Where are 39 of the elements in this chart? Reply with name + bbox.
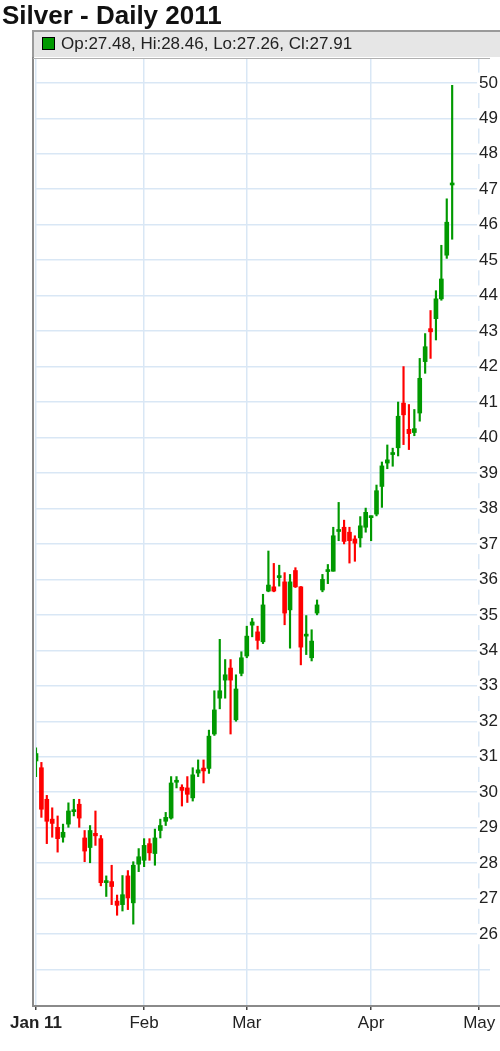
y-tick-label: 50	[479, 72, 498, 92]
x-tick-label: May	[463, 1012, 496, 1032]
y-tick-label: 36	[479, 569, 498, 589]
x-tick-label: Mar	[232, 1012, 262, 1032]
candlestick	[120, 875, 125, 912]
y-tick-label: 29	[479, 817, 498, 837]
y-tick-label: 38	[479, 498, 498, 518]
x-tick-label: Apr	[357, 1012, 385, 1032]
y-tick-label: 41	[479, 391, 498, 411]
y-tick-label: 37	[479, 533, 498, 553]
y-tick-label: 34	[479, 640, 498, 660]
x-tick-label: Jan 11	[10, 1012, 62, 1032]
candlestick	[228, 659, 233, 735]
y-tick-label: 26	[479, 923, 498, 943]
x-tick-label: Feb	[129, 1012, 159, 1032]
candlestick	[174, 776, 179, 789]
y-tick-label: 46	[479, 214, 498, 234]
y-tick-label: 27	[479, 888, 498, 908]
text: Op:27.48, Hi:28.46, Lo:27.26, Cl:27.91	[61, 34, 353, 54]
y-tick-label: 40	[479, 427, 498, 447]
y-tick-label: 43	[479, 320, 498, 340]
candlestick	[93, 810, 98, 846]
y-tick-label: 48	[479, 143, 498, 163]
y-tick-label: 45	[479, 249, 498, 269]
y-tick-label: 31	[479, 746, 498, 766]
y-tick-label: 44	[479, 285, 498, 305]
y-tick-label: 35	[479, 604, 498, 624]
y-tick-label: 49	[479, 107, 498, 127]
chart-title: Silver - Daily 2011	[2, 0, 222, 30]
y-tick-label: 39	[479, 462, 498, 482]
candlestick	[201, 759, 206, 784]
y-tick-label: 33	[479, 675, 498, 695]
candlestick	[401, 366, 406, 445]
y-tick-label: 32	[479, 710, 498, 730]
y-tick-label: 47	[479, 178, 498, 198]
y-tick-label: 30	[479, 781, 498, 801]
y-tick-label: 28	[479, 852, 498, 872]
candlestick	[428, 310, 433, 359]
y-tick-label: 42	[479, 356, 498, 376]
